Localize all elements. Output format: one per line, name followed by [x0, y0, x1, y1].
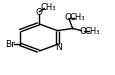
Text: O: O [64, 13, 71, 22]
Text: O: O [79, 27, 86, 36]
Text: CH₃: CH₃ [84, 27, 99, 36]
Text: CH₃: CH₃ [40, 3, 55, 12]
Text: N: N [55, 43, 61, 52]
Text: Br: Br [6, 40, 15, 49]
Text: CH₃: CH₃ [69, 13, 84, 22]
Text: O: O [35, 8, 42, 17]
